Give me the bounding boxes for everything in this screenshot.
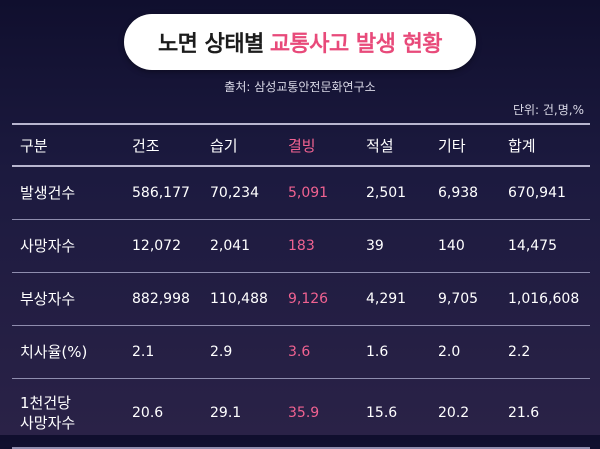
table-cell: 2.1 [124,325,202,379]
header-wet: 습기 [202,123,280,167]
title-banner: 노면 상태별 교통사고 발생 현황 [124,14,476,70]
table-cell: 70,234 [202,166,280,220]
unit-note: 단위: 건,명,% [512,103,584,117]
table-row: 사망자수 12,072 2,041 183 39 140 14,475 [12,219,590,273]
table-cell: 14,475 [500,219,590,273]
table-row: 1천건당 사망자수 20.6 29.1 35.9 15.6 20.2 21.6 [12,378,590,449]
table-cell: 2.0 [430,325,500,379]
table-cell: 140 [430,219,500,273]
table-cell-highlight: 35.9 [280,378,358,449]
header-other: 기타 [430,123,500,167]
title-prefix: 노면 상태별 [157,32,264,57]
row-label: 1천건당 사망자수 [12,378,124,449]
row-label: 발생건수 [12,166,124,220]
source-note: 출처: 삼성교통안전문화연구소 [224,80,376,94]
table-cell-highlight: 5,091 [280,166,358,220]
table-row: 발생건수 586,177 70,234 5,091 2,501 6,938 67… [12,166,590,220]
header-snow: 적설 [358,123,430,167]
row-label: 치사율(%) [12,325,124,379]
table-cell: 882,998 [124,272,202,326]
table-cell: 2,041 [202,219,280,273]
row-label: 사망자수 [12,219,124,273]
table-cell: 15.6 [358,378,430,449]
table-cell: 6,938 [430,166,500,220]
accident-table: 구분 건조 습기 결빙 적설 기타 합계 발생건수 586,177 70,234… [12,123,590,449]
header-category: 구분 [12,123,124,167]
table-cell-highlight: 3.6 [280,325,358,379]
table-cell: 2,501 [358,166,430,220]
table-cell: 586,177 [124,166,202,220]
table-cell: 29.1 [202,378,280,449]
table-cell: 39 [358,219,430,273]
table-header-row: 구분 건조 습기 결빙 적설 기타 합계 [12,123,590,167]
table-cell: 20.6 [124,378,202,449]
header-icy: 결빙 [280,123,358,167]
table-row: 부상자수 882,998 110,488 9,126 4,291 9,705 1… [12,272,590,326]
table-cell: 20.2 [430,378,500,449]
table-cell: 1,016,608 [500,272,590,326]
row-label: 부상자수 [12,272,124,326]
page-title: 노면 상태별 교통사고 발생 현황 [157,26,443,58]
table-cell: 1.6 [358,325,430,379]
title-accent: 교통사고 발생 현황 [269,32,443,57]
table-cell: 2.9 [202,325,280,379]
table-cell-highlight: 9,126 [280,272,358,326]
header-total: 합계 [500,123,590,167]
table-cell: 2.2 [500,325,590,379]
table-cell: 21.6 [500,378,590,449]
table-cell: 670,941 [500,166,590,220]
table-cell: 9,705 [430,272,500,326]
header-dry: 건조 [124,123,202,167]
table-cell: 12,072 [124,219,202,273]
table-cell: 110,488 [202,272,280,326]
table-cell: 4,291 [358,272,430,326]
table-cell-highlight: 183 [280,219,358,273]
table-row: 치사율(%) 2.1 2.9 3.6 1.6 2.0 2.2 [12,325,590,379]
